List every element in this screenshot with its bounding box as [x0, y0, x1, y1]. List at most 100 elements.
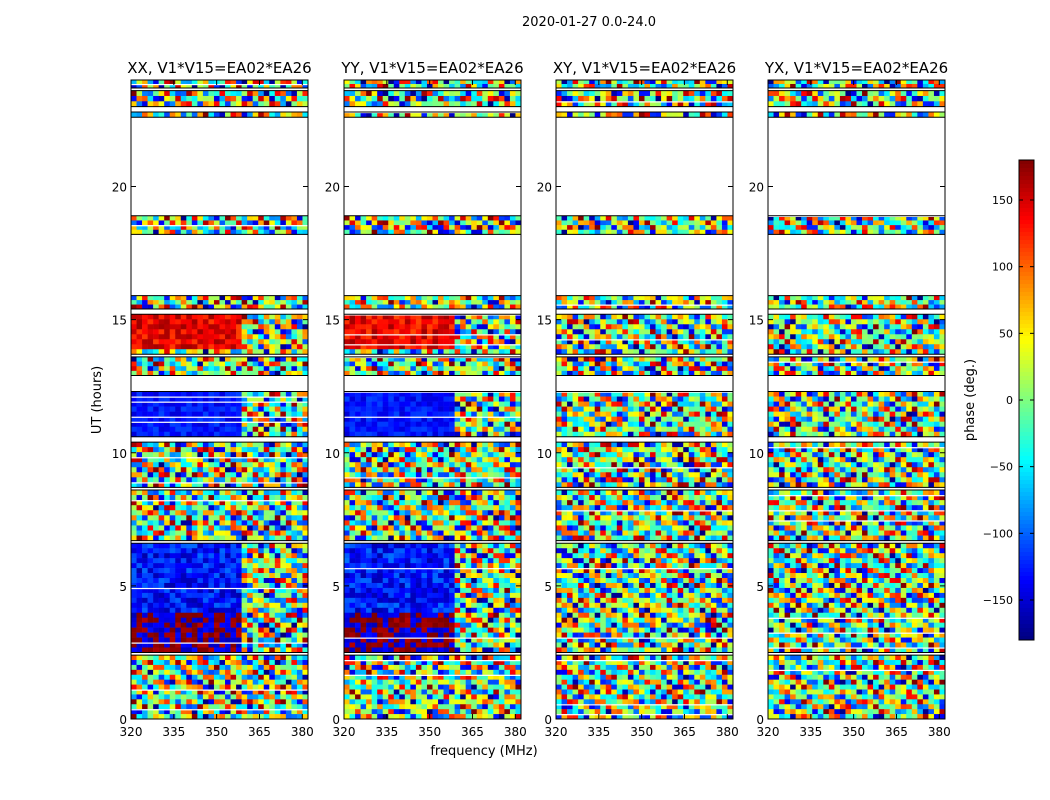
y-tick-label: 0	[544, 713, 552, 727]
colorbar-segment	[1019, 172, 1034, 177]
colorbar-segment	[1019, 604, 1034, 609]
colorbar-segment	[1019, 476, 1034, 481]
colorbar-segment	[1019, 456, 1034, 461]
x-tick-label: 320	[545, 725, 568, 739]
y-tick-label: 0	[756, 713, 764, 727]
x-tick-label: 380	[504, 725, 527, 739]
colorbar-segment	[1019, 272, 1034, 277]
colorbar-segment	[1019, 556, 1034, 561]
y-tick-label: 10	[749, 447, 764, 461]
colorbar-segment	[1019, 168, 1034, 173]
colorbar-segment	[1019, 256, 1034, 261]
x-tick-label: 335	[162, 725, 185, 739]
colorbar-segment	[1019, 616, 1034, 621]
colorbar-segment	[1019, 308, 1034, 313]
colorbar-segment	[1019, 300, 1034, 305]
colorbar-segment	[1019, 280, 1034, 285]
colorbar-segment	[1019, 580, 1034, 585]
colorbar-segment	[1019, 468, 1034, 473]
colorbar-segment	[1019, 340, 1034, 345]
x-tick-label: 350	[418, 725, 441, 739]
colorbar-segment	[1019, 216, 1034, 221]
x-tick-label: 320	[333, 725, 356, 739]
colorbar-segment	[1019, 236, 1034, 241]
colorbar-segment	[1019, 488, 1034, 493]
colorbar-segment	[1019, 228, 1034, 233]
x-tick-label: 365	[885, 725, 908, 739]
colorbar-segment	[1019, 372, 1034, 377]
y-tick-label: 15	[749, 314, 764, 328]
colorbar-segment	[1019, 196, 1034, 201]
phase-heatmap	[556, 80, 733, 719]
y-tick-label: 20	[325, 181, 340, 195]
colorbar-segment	[1019, 176, 1034, 181]
colorbar-segment	[1019, 160, 1034, 165]
colorbar-segment	[1019, 232, 1034, 237]
y-tick-label: 5	[756, 580, 764, 594]
colorbar-segment	[1019, 516, 1034, 521]
colorbar-segment	[1019, 600, 1034, 605]
colorbar-segment	[1019, 348, 1034, 353]
colorbar-segment	[1019, 408, 1034, 413]
colorbar-segment	[1019, 496, 1034, 501]
y-tick-label: 5	[544, 580, 552, 594]
colorbar-segment	[1019, 192, 1034, 197]
y-tick-label: 20	[537, 181, 552, 195]
colorbar-segment	[1019, 428, 1034, 433]
colorbar-segment	[1019, 392, 1034, 397]
panel-frame	[767, 79, 946, 720]
x-tick-label: 320	[120, 725, 143, 739]
x-tick-label: 335	[799, 725, 822, 739]
x-tick-label: 335	[375, 725, 398, 739]
colorbar-segment	[1019, 368, 1034, 373]
colorbar-segment	[1019, 264, 1034, 269]
x-axis-label: frequency (MHz)	[430, 744, 537, 759]
panel-frame	[343, 79, 522, 720]
colorbar-segment	[1019, 540, 1034, 545]
colorbar-tick-label: 50	[999, 327, 1013, 340]
colorbar-segment	[1019, 400, 1034, 405]
y-tick-label: 5	[119, 580, 127, 594]
colorbar-segment	[1019, 608, 1034, 613]
y-tick-label: 15	[325, 314, 340, 328]
colorbar-segment	[1019, 544, 1034, 549]
y-tick-label: 5	[332, 580, 340, 594]
colorbar-segment	[1019, 324, 1034, 329]
colorbar-segment	[1019, 384, 1034, 389]
colorbar-segment	[1019, 360, 1034, 365]
colorbar-segment	[1019, 320, 1034, 325]
colorbar-segment	[1019, 552, 1034, 557]
colorbar-segment	[1019, 636, 1034, 641]
colorbar-segment	[1019, 284, 1034, 289]
colorbar-segment	[1019, 344, 1034, 349]
colorbar-segment	[1019, 588, 1034, 593]
panel-title: YY, V1*V15=EA02*EA26	[340, 59, 523, 77]
colorbar-tick-label: 100	[992, 261, 1013, 274]
colorbar-segment	[1019, 560, 1034, 565]
colorbar-segment	[1019, 624, 1034, 629]
colorbar-segment	[1019, 440, 1034, 445]
colorbar-segment	[1019, 416, 1034, 421]
panel-title: YX, V1*V15=EA02*EA26	[764, 59, 948, 77]
colorbar-segment	[1019, 248, 1034, 253]
colorbar-segment	[1019, 612, 1034, 617]
panel-xx: XX, V1*V15=EA02*EA26 320 335 350 365 380 0 5 10 1…	[112, 59, 314, 739]
panel-title: XY, V1*V15=EA02*EA26	[553, 59, 736, 77]
colorbar-segment	[1019, 356, 1034, 361]
colorbar-segment	[1019, 260, 1034, 265]
colorbar-segment	[1019, 204, 1034, 209]
colorbar-segment	[1019, 424, 1034, 429]
panel-title: XX, V1*V15=EA02*EA26	[127, 59, 311, 77]
colorbar-segment	[1019, 420, 1034, 425]
colorbar-segment	[1019, 224, 1034, 229]
colorbar-segment	[1019, 472, 1034, 477]
colorbar-segment	[1019, 288, 1034, 293]
y-tick-label: 0	[119, 713, 127, 727]
colorbar-tick-label: 0	[1006, 394, 1013, 407]
colorbar-segment	[1019, 536, 1034, 541]
colorbar-segment	[1019, 592, 1034, 597]
colorbar-segment	[1019, 332, 1034, 337]
phase-heatmap	[768, 80, 945, 719]
x-tick-label: 380	[928, 725, 951, 739]
